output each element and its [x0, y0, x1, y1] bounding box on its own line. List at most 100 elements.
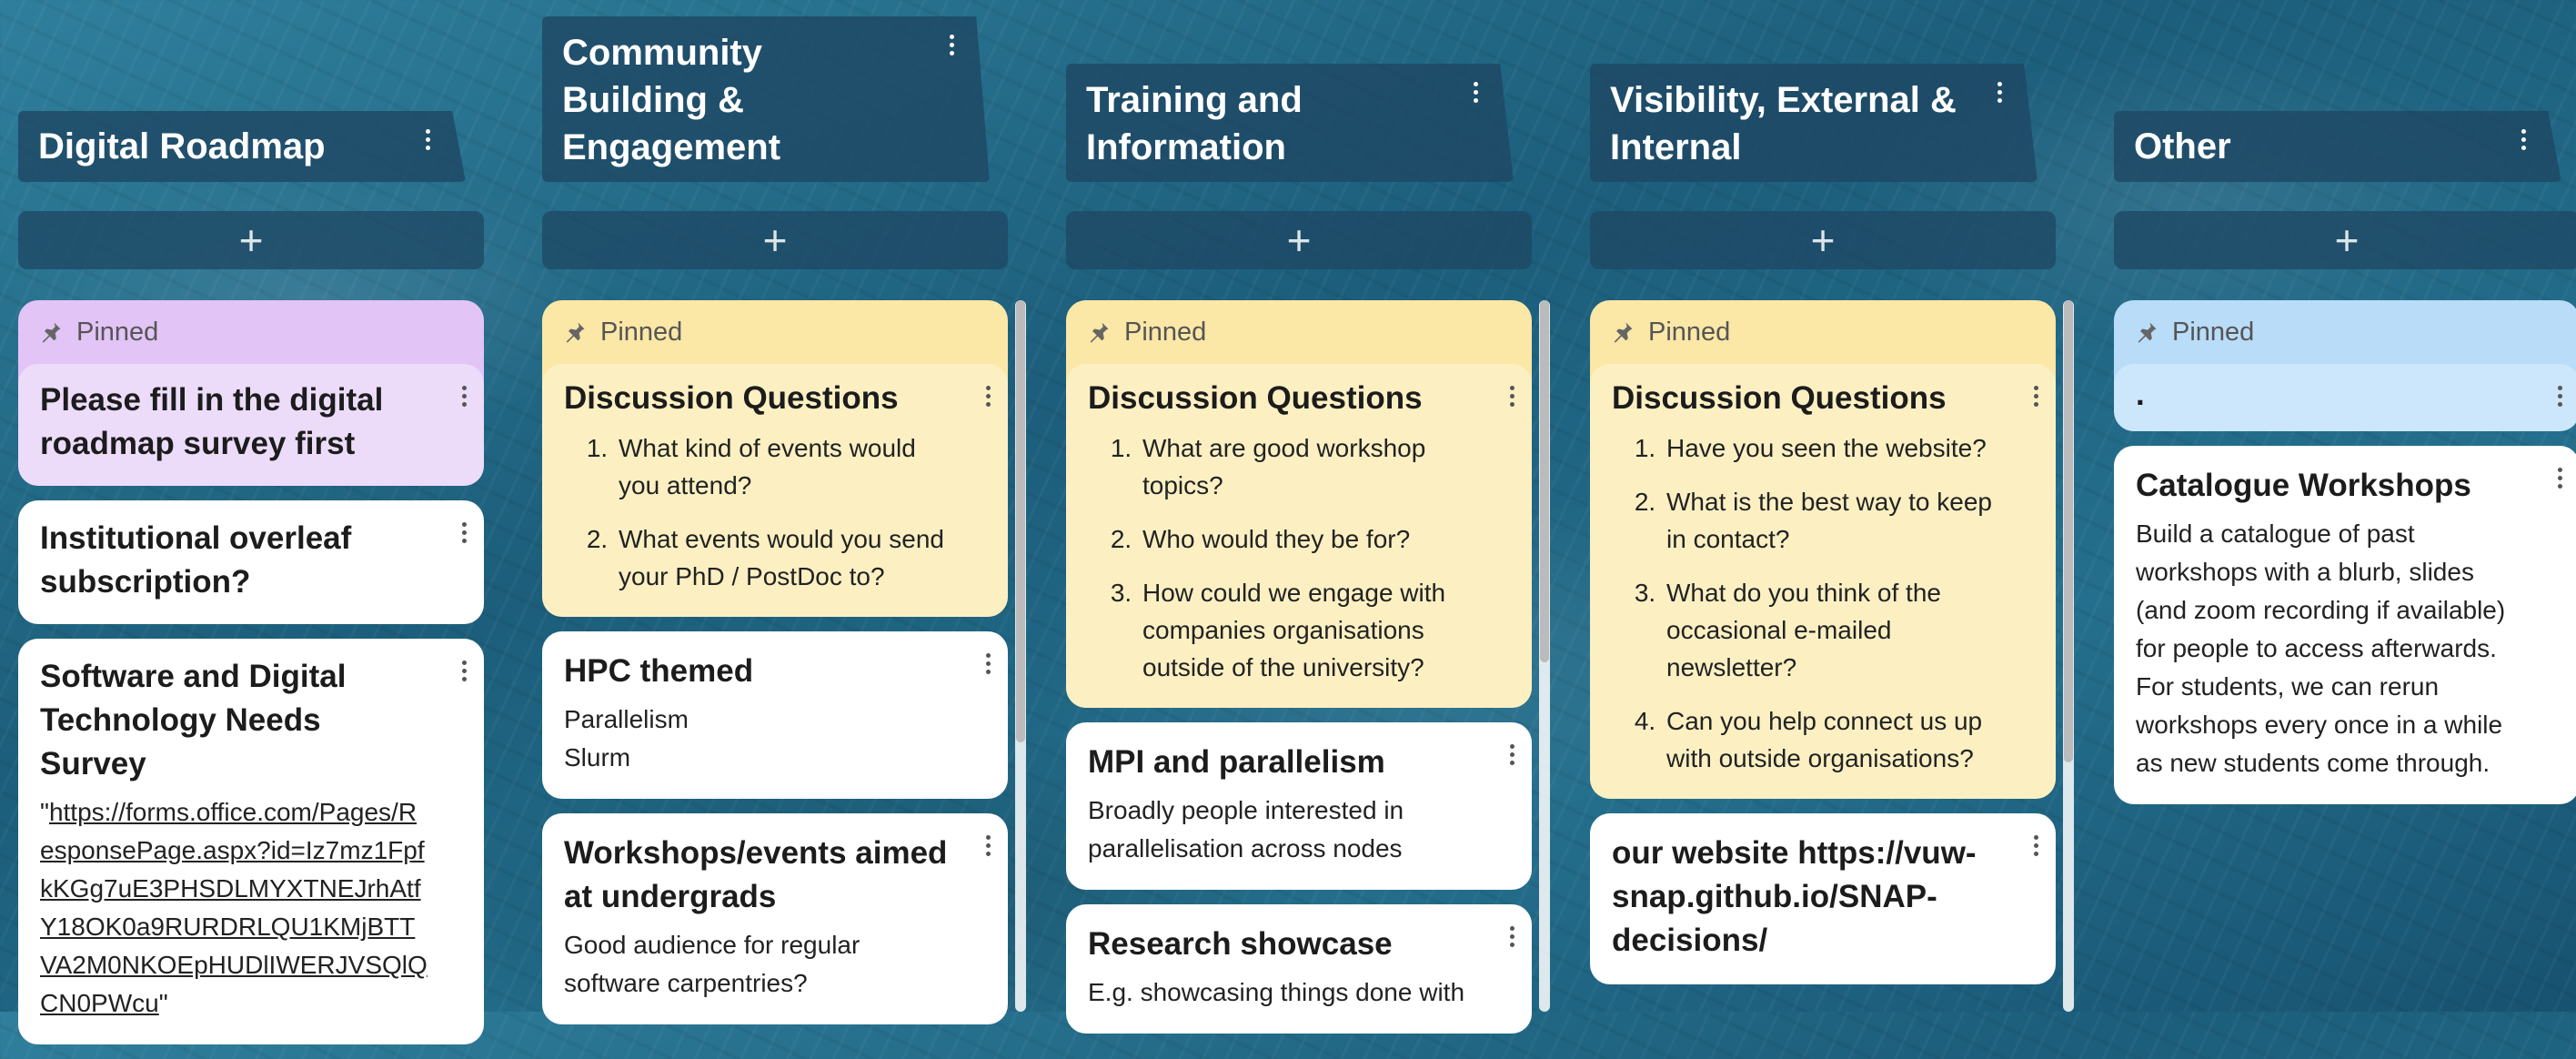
- card-body: Good audience for regular software carpe…: [564, 926, 951, 1003]
- pinned-card[interactable]: .: [2114, 364, 2576, 431]
- scrollbar[interactable]: [2063, 300, 2074, 1012]
- scrollbar[interactable]: [1539, 300, 1550, 1012]
- pinned-label: Pinned: [600, 317, 683, 347]
- question-item: Have you seen the website?: [1663, 429, 1999, 467]
- card[interactable]: Institutional overleaf subscription?: [18, 500, 484, 624]
- pinned-label: Pinned: [76, 317, 159, 347]
- pin-icon: [42, 322, 61, 343]
- column-title: Training and Information: [1086, 80, 1303, 167]
- question-item: What do you think of the occasional e-ma…: [1663, 574, 1999, 686]
- pinned-card[interactable]: Discussion Questions Have you seen the w…: [1590, 364, 2056, 799]
- add-post-button[interactable]: +: [1590, 211, 2056, 269]
- question-item: What events would you send your PhD / Po…: [615, 520, 951, 595]
- question-list: Have you seen the website? What is the b…: [1612, 429, 1999, 777]
- pinned-label: Pinned: [1648, 317, 1731, 347]
- column-header[interactable]: Visibility, External & Internal: [1590, 64, 2038, 182]
- pinned-label: Pinned: [2172, 317, 2255, 347]
- add-post-button[interactable]: +: [1066, 211, 1532, 269]
- card[interactable]: Catalogue Workshops Build a catalogue of…: [2114, 446, 2576, 804]
- add-post-button[interactable]: +: [542, 211, 1008, 269]
- pinned-card[interactable]: Discussion Questions What kind of events…: [542, 364, 1008, 617]
- survey-link[interactable]: https://forms.office.com/Pages/ResponseP…: [40, 798, 428, 1017]
- card-body: Broadly people interested in parallelisa…: [1088, 792, 1475, 868]
- column-visibility: Visibility, External & Internal + Pinned…: [1590, 0, 2074, 1012]
- card-options-icon[interactable]: [1508, 744, 1515, 765]
- pinned-card[interactable]: Please fill in the digital roadmap surve…: [18, 364, 484, 486]
- card-title: HPC themed: [564, 653, 754, 689]
- pinned-section: Pinned Discussion Questions Have you see…: [1590, 300, 2056, 799]
- card-options-icon[interactable]: [1508, 926, 1515, 947]
- card-options-icon[interactable]: [984, 835, 991, 856]
- card-options-icon[interactable]: [460, 522, 468, 543]
- pinned-header: Pinned: [542, 300, 1008, 364]
- card-body: "https://forms.office.com/Pages/Response…: [40, 793, 428, 1023]
- card[interactable]: MPI and parallelism Broadly people inter…: [1066, 722, 1532, 890]
- pin-icon: [1090, 322, 1109, 343]
- column-title: Visibility, External & Internal: [1610, 80, 1957, 167]
- card-title: Catalogue Workshops: [2136, 468, 2471, 503]
- question-item: Can you help connect us up with outside …: [1663, 702, 1999, 777]
- pin-icon: [2138, 322, 2157, 343]
- card-options-icon[interactable]: [984, 386, 991, 407]
- pinned-label: Pinned: [1124, 317, 1207, 347]
- card[interactable]: our website https://vuw-snap.github.io/S…: [1590, 813, 2056, 984]
- pinned-section: Pinned Discussion Questions What are goo…: [1066, 300, 1532, 708]
- pinned-header: Pinned: [1066, 300, 1532, 364]
- scrollbar[interactable]: [1015, 300, 1026, 1012]
- card-options-icon[interactable]: [460, 386, 468, 407]
- card-title: Research showcase: [1088, 926, 1393, 962]
- more-options-icon[interactable]: [424, 129, 431, 150]
- card-line: Broadly people interested in parallelisa…: [1088, 796, 1404, 862]
- question-item: How could we engage with companies organ…: [1139, 574, 1475, 686]
- pinned-header: Pinned: [2114, 300, 2576, 364]
- card-title: our website https://vuw-snap.github.io/S…: [1612, 835, 1977, 958]
- card-list: Pinned Please fill in the digital roadma…: [18, 300, 484, 1059]
- pinned-section: Pinned .: [2114, 300, 2576, 431]
- card-options-icon[interactable]: [2556, 386, 2563, 407]
- card-line: Build a catalogue of past workshops with…: [2136, 519, 2506, 777]
- question-item: Who would they be for?: [1139, 520, 1475, 558]
- card-title: Institutional overleaf subscription?: [40, 520, 352, 600]
- more-options-icon[interactable]: [1996, 82, 2003, 103]
- card-options-icon[interactable]: [2556, 468, 2563, 489]
- card-options-icon[interactable]: [2032, 835, 2039, 856]
- card-options-icon[interactable]: [2032, 386, 2039, 407]
- card[interactable]: Workshops/events aimed at undergrads Goo…: [542, 813, 1008, 1024]
- card-title: Workshops/events aimed at undergrads: [564, 835, 948, 914]
- column-header[interactable]: Community Building & Engagement: [542, 16, 990, 182]
- card-line: E.g. showcasing things done with: [1088, 978, 1465, 1006]
- question-item: What is the best way to keep in contact?: [1663, 483, 1999, 558]
- more-options-icon[interactable]: [1472, 82, 1479, 103]
- card-line: Parallelism: [564, 705, 689, 733]
- question-item: What kind of events would you attend?: [615, 429, 951, 504]
- card-line: Good audience for regular software carpe…: [564, 931, 860, 997]
- quote-mark: ": [40, 798, 49, 826]
- pinned-card[interactable]: Discussion Questions What are good works…: [1066, 364, 1532, 708]
- pinned-header: Pinned: [1590, 300, 2056, 364]
- add-post-button[interactable]: +: [2114, 211, 2576, 269]
- card[interactable]: HPC themed Parallelism Slurm: [542, 631, 1008, 799]
- card-body: Parallelism Slurm: [564, 701, 951, 777]
- scrollbar-thumb[interactable]: [1540, 300, 1549, 662]
- card[interactable]: Research showcase E.g. showcasing things…: [1066, 904, 1532, 1034]
- plus-icon: +: [1810, 217, 1836, 264]
- card-options-icon[interactable]: [1508, 386, 1515, 407]
- column-header[interactable]: Other: [2114, 111, 2561, 182]
- add-post-button[interactable]: +: [18, 211, 484, 269]
- card-options-icon[interactable]: [460, 661, 468, 681]
- card-options-icon[interactable]: [984, 653, 991, 674]
- pin-icon: [1614, 322, 1633, 343]
- pinned-section: Pinned Please fill in the digital roadma…: [18, 300, 484, 486]
- card-title: MPI and parallelism: [1088, 744, 1385, 780]
- question-list: What are good workshop topics? Who would…: [1088, 429, 1475, 686]
- column-header[interactable]: Training and Information: [1066, 64, 1514, 182]
- card[interactable]: Software and Digital Technology Needs Su…: [18, 639, 484, 1044]
- scrollbar-thumb[interactable]: [2064, 300, 2073, 762]
- card-title: Software and Digital Technology Needs Su…: [40, 659, 347, 782]
- scrollbar-thumb[interactable]: [1016, 300, 1025, 742]
- column-header[interactable]: Digital Roadmap: [18, 111, 466, 182]
- column-community-building: Community Building & Engagement + Pinned…: [542, 0, 1026, 1024]
- more-options-icon[interactable]: [2520, 129, 2527, 150]
- plus-icon: +: [2334, 217, 2360, 264]
- more-options-icon[interactable]: [948, 35, 955, 55]
